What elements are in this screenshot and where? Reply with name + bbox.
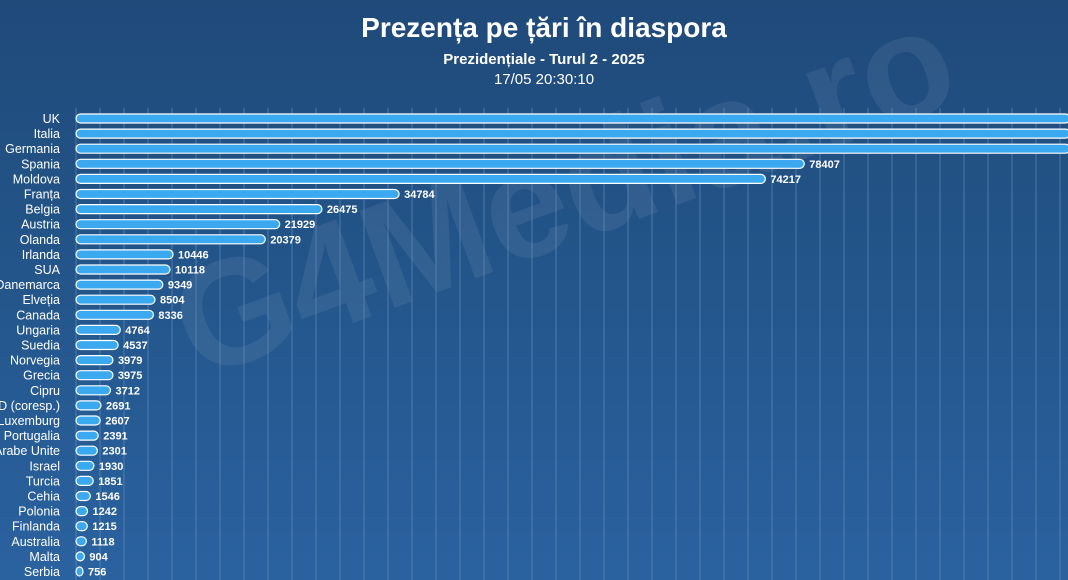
bar xyxy=(75,521,88,532)
category-label: UK xyxy=(43,112,61,126)
bar xyxy=(75,400,102,411)
bar xyxy=(75,415,101,426)
bar xyxy=(75,219,281,230)
category-label: Turcia xyxy=(26,474,60,488)
category-label: Luxemburg xyxy=(0,414,60,428)
chart-title: Prezența pe țări în diaspora xyxy=(361,12,727,43)
category-label: Spania xyxy=(21,157,60,171)
bar xyxy=(75,113,1068,124)
bar xyxy=(75,294,156,305)
data-label: 1215 xyxy=(92,521,116,533)
bar xyxy=(75,173,766,184)
category-label: Emiratele Arabe Unite xyxy=(0,444,60,458)
category-label: Moldova xyxy=(13,172,60,186)
data-label: 1930 xyxy=(99,461,123,473)
chart-timestamp: 17/05 20:30:10 xyxy=(493,71,595,88)
category-label: Cehia xyxy=(27,490,60,504)
data-label: 74217 xyxy=(770,174,801,186)
category-label: Israel xyxy=(29,459,60,473)
category-label: Elveția xyxy=(22,293,60,307)
bar xyxy=(75,385,112,396)
data-label: 8504 xyxy=(160,295,185,307)
category-label: Norvegia xyxy=(10,354,60,368)
category-label: Canada xyxy=(16,308,60,322)
bar xyxy=(75,355,114,366)
category-label: Suedia xyxy=(21,339,60,353)
data-label: 3975 xyxy=(118,370,142,382)
bar xyxy=(75,188,400,200)
category-label: Serbia xyxy=(24,565,60,579)
bar xyxy=(75,536,87,547)
bar xyxy=(75,234,266,245)
bar xyxy=(75,475,94,486)
data-label: 1851 xyxy=(98,476,122,488)
data-label: 2691 xyxy=(106,400,130,412)
category-label: Portugalia xyxy=(4,429,60,443)
data-label: 20379 xyxy=(270,234,301,246)
category-label: Austria xyxy=(21,218,60,232)
data-label: 4764 xyxy=(125,325,150,337)
gridlines xyxy=(75,108,1061,580)
bar xyxy=(75,309,155,320)
data-label: 26475 xyxy=(327,204,358,216)
category-label: Malta xyxy=(29,550,60,564)
bar xyxy=(75,128,1068,139)
data-label: 4537 xyxy=(123,340,147,352)
bar xyxy=(75,279,164,290)
bar xyxy=(75,370,114,381)
data-label: 1546 xyxy=(95,491,119,503)
data-label: 9349 xyxy=(168,280,192,292)
category-label: Italia xyxy=(34,127,60,141)
data-label: 2301 xyxy=(102,446,126,458)
category-label: Franța xyxy=(24,188,60,202)
category-label: Germania xyxy=(5,142,60,156)
bar xyxy=(75,143,1068,154)
bar xyxy=(75,430,99,441)
data-label: 904 xyxy=(89,551,108,563)
category-label: Finlanda xyxy=(12,520,60,534)
category-label: Australia xyxy=(11,535,60,549)
category-label: Olanda xyxy=(20,233,60,247)
category-label: Polonia xyxy=(18,505,60,519)
data-label: 8336 xyxy=(158,310,182,322)
data-label: 2391 xyxy=(103,431,127,443)
bar xyxy=(75,249,174,260)
data-label: 2607 xyxy=(105,416,129,428)
bar xyxy=(75,460,95,471)
data-label: 756 xyxy=(88,567,106,579)
data-label: 78407 xyxy=(809,159,840,171)
category-label: Grecia xyxy=(23,369,60,383)
data-label: 3979 xyxy=(118,355,142,367)
bar xyxy=(75,490,91,502)
chart-subtitle: Prezidențiale - Turul 2 - 2025 xyxy=(443,51,645,68)
bar xyxy=(75,551,85,562)
bar xyxy=(75,445,98,456)
bar xyxy=(75,158,805,169)
bar xyxy=(75,339,119,351)
category-label: Cipru xyxy=(30,384,60,398)
bar xyxy=(75,506,89,517)
data-label: 34784 xyxy=(404,189,435,201)
category-label: SD (coresp.) xyxy=(0,399,60,413)
bar xyxy=(75,566,84,577)
bar xyxy=(75,204,323,215)
category-label: Irlanda xyxy=(22,248,60,262)
data-label: 3712 xyxy=(115,385,139,397)
data-label: 1242 xyxy=(93,506,117,518)
data-label: 21929 xyxy=(285,219,316,231)
bar xyxy=(75,324,121,335)
data-label: 1118 xyxy=(91,536,114,548)
data-label: 10446 xyxy=(178,249,209,261)
category-label: Belgia xyxy=(25,203,60,217)
category-label: SUA xyxy=(34,263,60,277)
data-label: 10118 xyxy=(175,265,205,277)
category-label: Ungaria xyxy=(16,323,60,337)
category-label: Danemarca xyxy=(0,278,60,292)
bar xyxy=(75,264,171,275)
